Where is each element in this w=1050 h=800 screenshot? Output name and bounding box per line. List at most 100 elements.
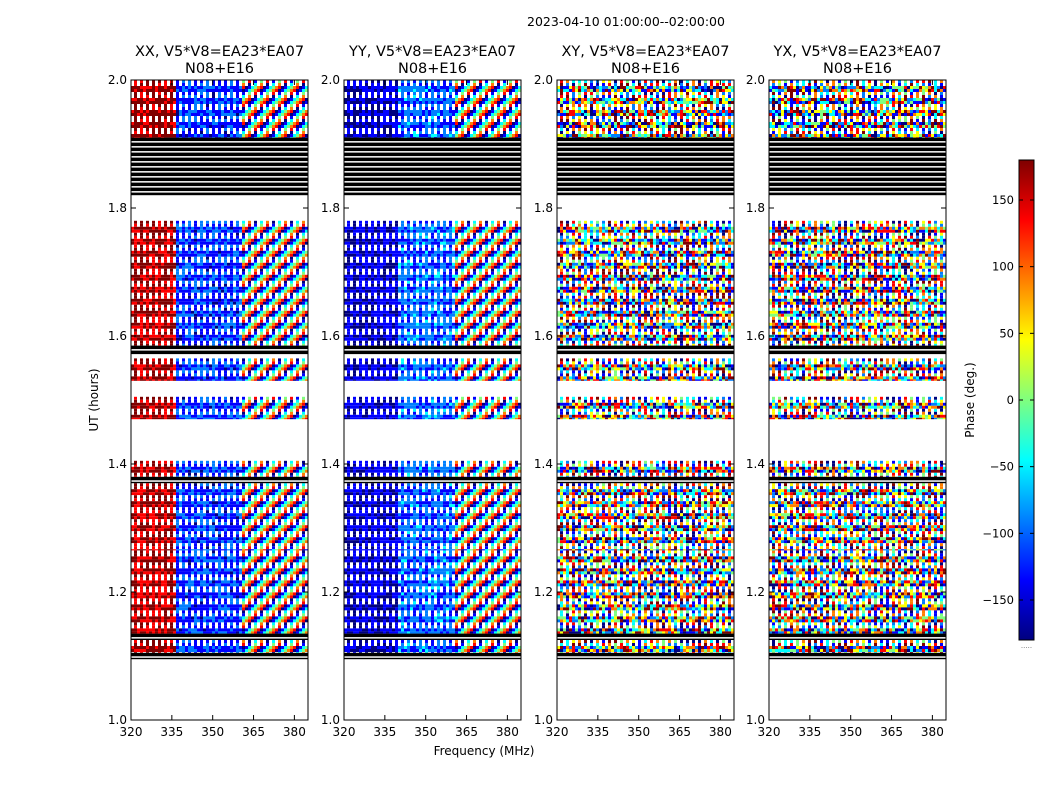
heat-cell	[146, 646, 149, 649]
heat-cell	[155, 528, 158, 532]
heat-cell	[188, 402, 191, 406]
heat-cell	[203, 492, 206, 496]
heat-cell	[140, 405, 143, 409]
heat-cell	[293, 516, 296, 520]
heat-cell	[179, 640, 182, 643]
heat-cell	[287, 486, 290, 490]
heat-cell	[155, 537, 158, 541]
heat-cell	[257, 507, 260, 511]
heat-cell	[143, 489, 146, 493]
heat-cell	[173, 417, 176, 420]
heat-cell	[242, 460, 245, 464]
heat-cell	[170, 405, 173, 409]
heat-cell	[203, 519, 206, 523]
heat-cell	[167, 472, 170, 476]
heat-cell	[224, 528, 227, 532]
heat-cell	[266, 583, 269, 587]
heat-cell	[131, 367, 134, 371]
heat-cell	[131, 519, 134, 523]
heat-cell	[257, 358, 260, 362]
heat-cell	[179, 586, 182, 590]
heat-cell	[194, 370, 197, 374]
heat-cell	[212, 631, 215, 634]
heat-cell	[152, 525, 155, 529]
heat-cell	[155, 652, 158, 653]
heat-cell	[230, 405, 233, 409]
heat-cell	[257, 232, 260, 236]
heat-cell	[257, 631, 260, 634]
heat-cell	[161, 498, 164, 502]
heat-cell	[137, 607, 140, 611]
heat-cell	[254, 232, 257, 236]
heat-cell	[281, 235, 284, 239]
heat-cell	[248, 411, 251, 415]
heat-cell	[173, 546, 176, 550]
heat-cell	[242, 589, 245, 593]
heat-cell	[167, 574, 170, 578]
heat-cell	[266, 498, 269, 502]
heat-cell	[254, 411, 257, 415]
heat-cell	[191, 238, 194, 242]
heat-cell	[269, 232, 272, 236]
heat-cell	[200, 396, 203, 400]
heat-cell	[239, 376, 242, 380]
heat-cell	[176, 604, 179, 608]
heat-cell	[224, 516, 227, 520]
heat-cell	[176, 553, 179, 557]
heat-cell	[179, 414, 182, 418]
heat-cell	[239, 586, 242, 590]
heat-cell	[146, 492, 149, 496]
heat-cell	[152, 652, 155, 653]
heat-cell	[239, 528, 242, 532]
heat-cell	[290, 475, 293, 477]
heat-cell	[143, 229, 146, 233]
heat-cell	[251, 550, 254, 554]
heat-cell	[278, 495, 281, 499]
heat-cell	[305, 622, 308, 626]
heat-cell	[296, 592, 299, 596]
heat-cell	[227, 598, 230, 602]
heat-cell	[218, 534, 221, 538]
heat-cell	[146, 543, 149, 547]
heat-cell	[167, 546, 170, 550]
heat-cell	[281, 507, 284, 511]
heat-cell	[251, 574, 254, 578]
heat-cell	[278, 466, 281, 470]
heat-cell	[281, 568, 284, 572]
heat-cell	[224, 463, 227, 467]
heat-cell	[251, 528, 254, 532]
heat-cell	[176, 631, 179, 634]
heat-cell	[302, 232, 305, 236]
heat-cell	[191, 507, 194, 511]
heat-cell	[197, 519, 200, 523]
heat-cell	[155, 589, 158, 593]
heat-cell	[197, 486, 200, 490]
heat-cell	[269, 498, 272, 502]
heat-cell	[221, 466, 224, 470]
heat-cell	[137, 504, 140, 508]
heat-cell	[137, 598, 140, 602]
heat-cell	[176, 556, 179, 560]
heat-cell	[233, 417, 236, 420]
heat-cell	[137, 565, 140, 569]
heat-cell	[212, 534, 215, 538]
heat-cell	[293, 504, 296, 508]
heat-cell	[302, 565, 305, 569]
heat-cell	[233, 613, 236, 617]
heat-cell	[296, 364, 299, 368]
heat-cell	[287, 229, 290, 233]
heat-cell	[179, 376, 182, 380]
heat-cell	[278, 589, 281, 593]
heat-cell	[257, 649, 260, 652]
heat-cell	[239, 562, 242, 566]
heat-cell	[182, 549, 185, 551]
heat-cell	[176, 622, 179, 626]
heat-cell	[194, 556, 197, 560]
heat-cell	[140, 652, 143, 653]
heat-cell	[131, 550, 134, 554]
heat-cell	[134, 513, 137, 517]
heat-cell	[203, 466, 206, 470]
heat-cell	[230, 586, 233, 590]
heat-cell	[140, 531, 143, 535]
heat-cell	[155, 595, 158, 599]
